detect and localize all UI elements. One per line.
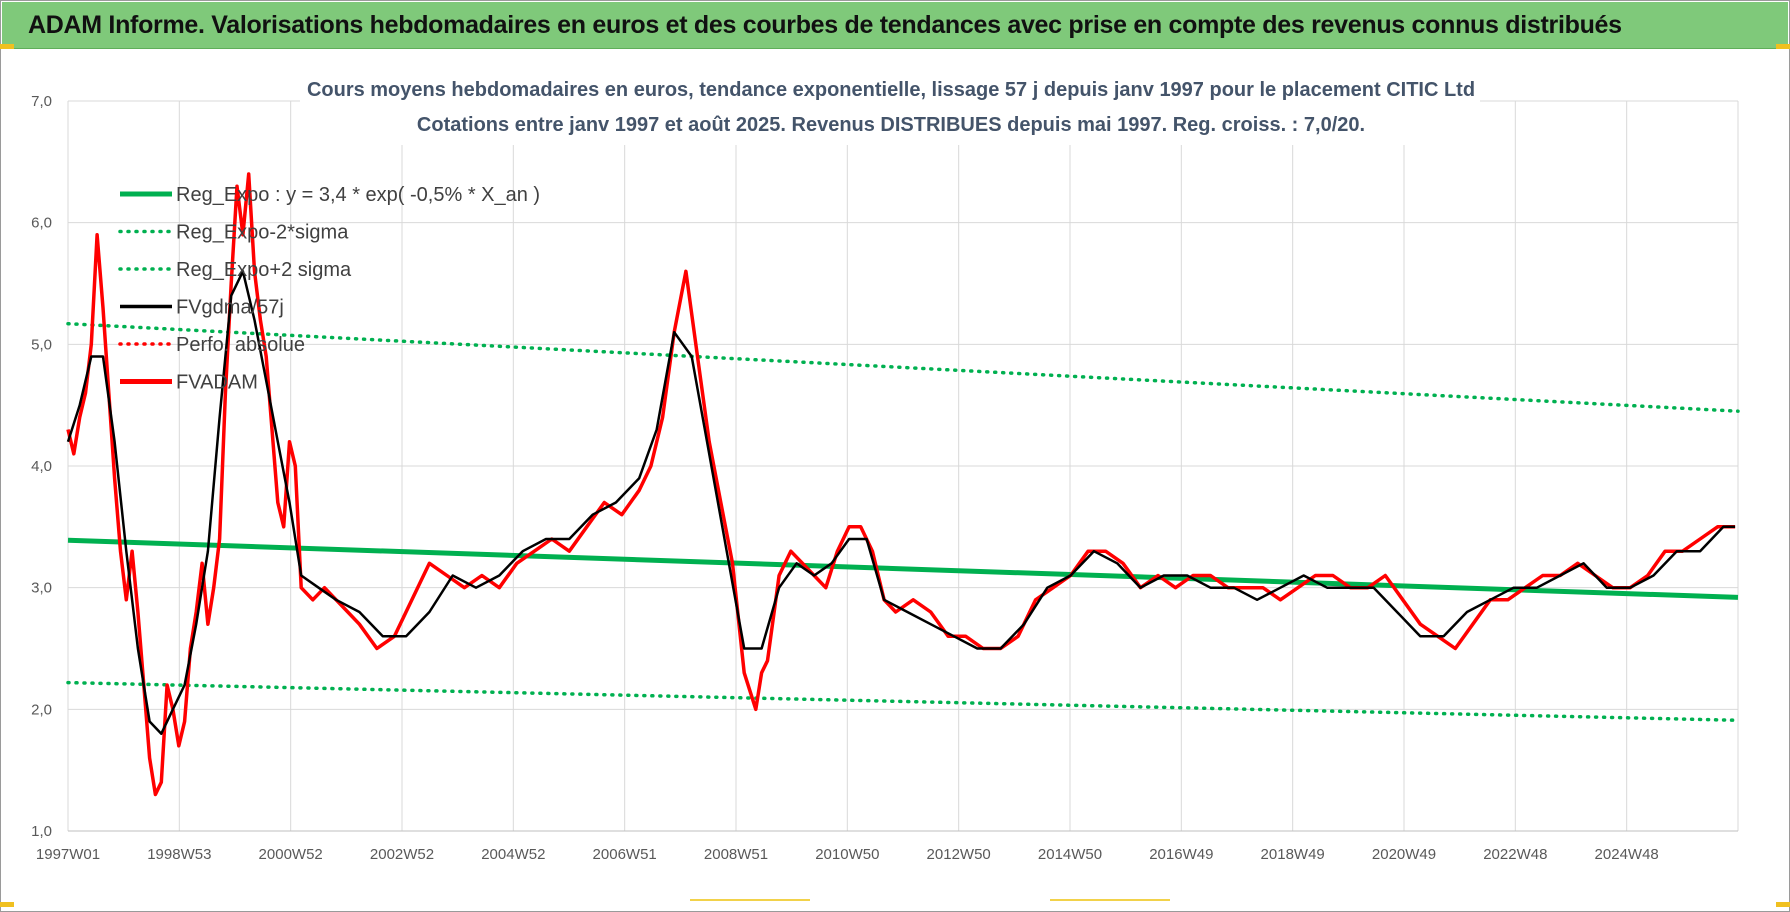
legend-label: Reg_Expo : y = 3,4 * exp( -0,5% * X_an ) [176, 184, 540, 206]
chart-title: Cours moyens hebdomadaires en euros, ten… [307, 79, 1475, 101]
legend-label: Reg_Expo+2 sigma [176, 259, 352, 281]
legend-label: FVADAM [176, 372, 258, 394]
chart-subtitle: Cotations entre janv 1997 et août 2025. … [417, 114, 1365, 136]
scroll-indicator-1 [690, 899, 810, 901]
x-tick-label: 2002W52 [370, 846, 434, 863]
x-tick-label: 2016W49 [1149, 846, 1213, 863]
y-tick-label: 4,0 [31, 458, 52, 475]
y-tick-label: 3,0 [31, 580, 52, 597]
x-tick-label: 2010W50 [815, 846, 879, 863]
scroll-indicator-2 [1050, 899, 1170, 901]
x-tick-label: 2014W50 [1038, 846, 1102, 863]
corner-marker-left [0, 44, 14, 49]
y-tick-label: 5,0 [31, 336, 52, 353]
y-tick-label: 7,0 [31, 93, 52, 110]
corner-marker-bottom-right [1776, 902, 1790, 907]
x-tick-label: 2012W50 [927, 846, 991, 863]
report-banner: ADAM Informe. Valorisations hebdomadaire… [2, 2, 1788, 49]
x-tick-label: 2020W49 [1372, 846, 1436, 863]
y-tick-label: 1,0 [31, 823, 52, 840]
series-line-fvgdma [66, 270, 1736, 735]
x-tick-label: 2004W52 [481, 846, 545, 863]
x-tick-label: 2006W51 [593, 846, 657, 863]
x-tick-label: 1997W01 [36, 846, 100, 863]
series-line-reg-expo-minus-2sigma [66, 680, 1740, 723]
chart-title-background [300, 73, 1480, 145]
legend-label: Reg_Expo-2*sigma [176, 222, 349, 244]
x-tick-label: 2018W49 [1261, 846, 1325, 863]
y-tick-label: 6,0 [31, 215, 52, 232]
x-tick-label: 2022W48 [1483, 846, 1547, 863]
x-tick-label: 2008W51 [704, 846, 768, 863]
corner-marker-bottom-left [0, 902, 14, 907]
series-line-reg-expo [67, 537, 1739, 600]
report-title: ADAM Informe. Valorisations hebdomadaire… [28, 11, 1622, 39]
corner-marker-right [1776, 44, 1790, 49]
series-line-reg-expo-plus-2sigma [66, 321, 1740, 413]
x-tick-label: 2000W52 [259, 846, 323, 863]
x-tick-label: 1998W53 [147, 846, 211, 863]
legend-label: Perfo. absolue [176, 334, 305, 356]
legend-label: FVgdma/57j [176, 297, 284, 319]
x-tick-label: 2024W48 [1595, 846, 1659, 863]
y-tick-label: 2,0 [31, 701, 52, 718]
